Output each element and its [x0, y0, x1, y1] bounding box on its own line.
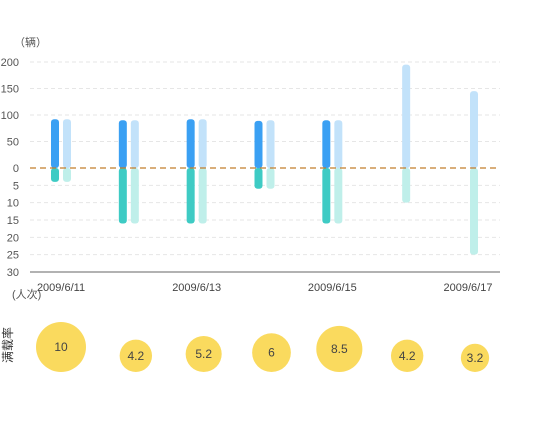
upper-tick-label: 0 — [13, 163, 19, 175]
lower-bar — [186, 168, 195, 224]
rate-value-label: 8.5 — [331, 342, 348, 356]
upper-bar — [63, 119, 71, 168]
lower-bar — [334, 168, 343, 224]
upper-bar — [470, 91, 478, 168]
lower-tick-label: 10 — [7, 198, 19, 210]
rate-bubble — [185, 335, 222, 372]
lower-tick-label: 20 — [7, 232, 19, 244]
lower-tick-label: 15 — [7, 215, 19, 227]
upper-bar — [186, 119, 195, 168]
rate-bubble — [390, 339, 424, 372]
rate-value-label: 10 — [54, 340, 68, 354]
x-tick-label: 2009/6/15 — [308, 282, 357, 294]
upper-tick-label: 100 — [1, 110, 19, 122]
upper-bar — [118, 120, 127, 168]
lower-tick-label: 25 — [7, 250, 19, 262]
rate-bubble — [119, 339, 153, 372]
upper-bar — [130, 120, 139, 168]
upper-tick-label: 200 — [1, 57, 19, 69]
upper-bar — [266, 120, 275, 168]
lower-bar — [254, 168, 263, 189]
upper-bar — [198, 119, 207, 168]
lower-bar — [322, 168, 331, 224]
upper-bar — [254, 120, 263, 168]
rate-value-label: 3.2 — [467, 351, 484, 365]
rate-bubble — [316, 325, 363, 372]
rate-value-label: 4.2 — [127, 349, 144, 363]
upper-unit-label: （辆） — [14, 35, 47, 49]
lower-bar — [63, 168, 71, 182]
lower-tick-label: 5 — [13, 180, 19, 192]
lower-bar — [198, 168, 207, 224]
rate-axis-label: 满载率 — [0, 327, 15, 363]
rate-value-label: 5.2 — [195, 347, 212, 361]
upper-tick-label: 50 — [7, 137, 19, 149]
rate-bubble — [252, 333, 291, 372]
rate-bubble — [36, 322, 86, 372]
rate-value-label: 4.2 — [399, 349, 416, 363]
lower-bar — [130, 168, 139, 224]
axis-layer: 0 50 100 150 200 5 10 15 20 25 30 2009/6/11 2009/6/1… — [1, 57, 500, 294]
x-tick-label: 2009/6/11 — [37, 282, 85, 294]
upper-bar — [334, 120, 343, 168]
grid-layer — [30, 61, 500, 273]
lower-bar — [470, 168, 478, 255]
rate-bubble — [460, 343, 490, 372]
bars-layer — [51, 64, 478, 255]
rate-value-label: 6 — [268, 346, 275, 360]
upper-bar — [51, 119, 59, 168]
lower-bar — [266, 168, 275, 189]
upper-tick-label: 150 — [1, 84, 19, 96]
x-tick-label: 2009/6/13 — [172, 282, 221, 294]
upper-bar — [322, 120, 331, 168]
x-tick-label: 2009/6/17 — [444, 282, 493, 294]
upper-bar — [402, 64, 411, 168]
lower-tick-label: 30 — [7, 267, 19, 279]
bubble-layer: 10 4.2 5.2 6 8.5 4.2 3.2 — [36, 322, 490, 372]
lower-bar — [51, 168, 59, 182]
lower-bar — [118, 168, 127, 224]
lower-bar — [402, 168, 411, 203]
lower-unit-label: (人次) — [12, 287, 41, 301]
